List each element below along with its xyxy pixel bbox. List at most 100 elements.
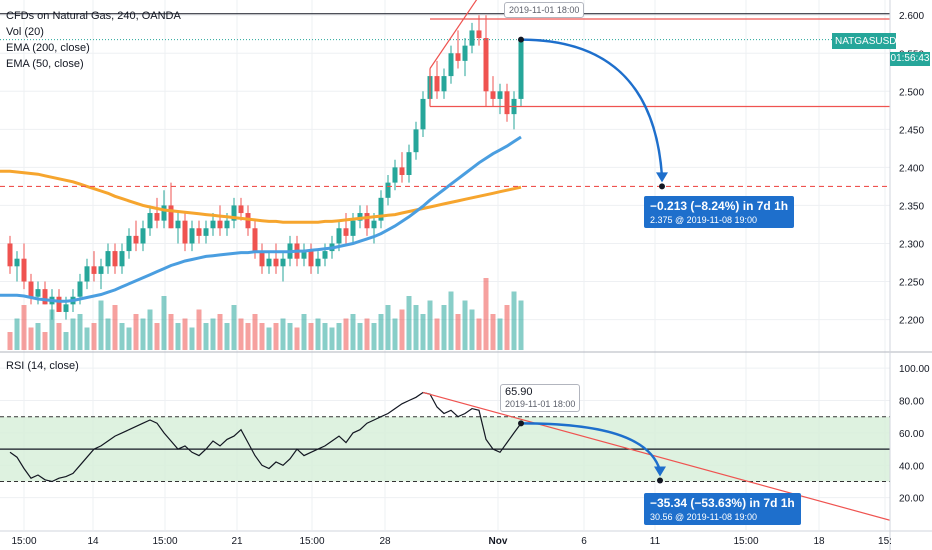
candle-body bbox=[56, 296, 62, 312]
time-tick-label: 15:00 bbox=[733, 536, 758, 547]
candle-body bbox=[231, 205, 237, 221]
ema50-legend[interactable]: EMA (50, close) bbox=[6, 58, 84, 70]
volume-bar bbox=[336, 323, 342, 350]
time-tick-label: 18 bbox=[813, 536, 825, 547]
candle-body bbox=[420, 98, 426, 130]
candle-body bbox=[133, 235, 139, 244]
rsi-projection-change: −35.34 (−53.63%) in 7d 1h bbox=[650, 496, 795, 510]
volume-bar bbox=[371, 323, 377, 350]
rsi-tooltip-time: 2019-11-01 18:00 bbox=[505, 399, 576, 409]
volume-bar bbox=[504, 305, 510, 350]
time-tick-label: 15:00 bbox=[299, 536, 324, 547]
rsi-projection-start bbox=[518, 420, 524, 427]
rsi-projection-target: 30.56 @ 2019-11-08 19:00 bbox=[650, 512, 758, 522]
candle-body bbox=[119, 251, 125, 267]
price-tick-label: 2.500 bbox=[899, 87, 924, 98]
volume-bar bbox=[112, 305, 118, 350]
volume-bar bbox=[21, 305, 27, 350]
volume-bar bbox=[343, 318, 349, 350]
rsi-tick-label: 40.00 bbox=[899, 461, 924, 472]
candle-body bbox=[364, 213, 370, 229]
ema50-line bbox=[0, 135, 522, 303]
rsi-projection-arc bbox=[520, 422, 662, 471]
volume-bar bbox=[518, 300, 524, 350]
candle-body bbox=[378, 197, 384, 221]
candle-body bbox=[518, 39, 524, 99]
volume-bar bbox=[147, 309, 153, 350]
candle-body bbox=[224, 220, 230, 229]
volume-bar bbox=[490, 314, 496, 350]
candle-body bbox=[63, 304, 69, 312]
candle-body bbox=[392, 167, 398, 183]
volume-bar bbox=[350, 314, 356, 350]
volume-bar bbox=[105, 318, 111, 350]
volume-bar bbox=[98, 300, 104, 350]
price-tick-label: 2.350 bbox=[899, 201, 924, 212]
candle-body bbox=[35, 289, 41, 297]
rsi-projection-label[interactable]: −35.34 (−53.63%) in 7d 1h 30.56 @ 2019-1… bbox=[644, 493, 801, 525]
rsi-line bbox=[9, 391, 522, 483]
symbol-legend[interactable]: CFDs on Natural Gas, 240, OANDA bbox=[6, 10, 181, 22]
volume-legend[interactable]: Vol (20) bbox=[6, 26, 44, 38]
volume-bar bbox=[252, 314, 258, 350]
candle-body bbox=[28, 281, 34, 297]
candle-body bbox=[476, 30, 482, 39]
volume-bar bbox=[231, 305, 237, 350]
volume-bar bbox=[462, 300, 468, 350]
price-tick-label: 2.600 bbox=[899, 11, 924, 22]
price-tick-label: 2.200 bbox=[899, 316, 924, 327]
ticker-price: 2.568 bbox=[896, 35, 922, 47]
rsi-pane bbox=[0, 351, 932, 521]
ema200-line bbox=[0, 169, 522, 224]
candle-body bbox=[98, 266, 104, 274]
volume-bar bbox=[56, 323, 62, 350]
candle-body bbox=[301, 251, 307, 259]
candle-body bbox=[448, 53, 454, 77]
candle-body bbox=[385, 182, 391, 198]
volume-bar bbox=[224, 323, 230, 350]
ema200-legend[interactable]: EMA (200, close) bbox=[6, 42, 90, 54]
time-tick-label: 21 bbox=[231, 536, 243, 547]
candle-body bbox=[462, 45, 468, 61]
rsi-tooltip-value: 65.90 bbox=[505, 386, 533, 398]
volume-bar bbox=[161, 296, 167, 350]
price-tick-label: 2.300 bbox=[899, 239, 924, 250]
candle-body bbox=[469, 30, 475, 46]
top-tooltip-time: 2019-11-01 18:00 bbox=[509, 5, 580, 15]
volume-bar bbox=[413, 305, 419, 350]
price-tick-label: 2.400 bbox=[899, 163, 924, 174]
rsi-legend[interactable]: RSI (14, close) bbox=[6, 360, 79, 372]
candle-body bbox=[154, 213, 160, 221]
candle-body bbox=[112, 251, 118, 267]
candle-body bbox=[217, 220, 223, 229]
volume-bar bbox=[14, 318, 20, 350]
volume-bar bbox=[448, 291, 454, 350]
volume-bar bbox=[399, 309, 405, 350]
time-tick-label: 6 bbox=[581, 536, 587, 547]
candle-body bbox=[168, 205, 174, 229]
candle-body bbox=[196, 228, 202, 236]
candle-body bbox=[147, 213, 153, 229]
time-tick-label: 11 bbox=[650, 536, 661, 547]
volume-bar bbox=[140, 318, 146, 350]
volume-bar bbox=[273, 323, 279, 350]
volume-bar bbox=[259, 323, 265, 350]
volume-bar bbox=[154, 323, 160, 350]
price-projection-label[interactable]: −0.213 (−8.24%) in 7d 1h 2.375 @ 2019-11… bbox=[644, 196, 795, 228]
volume-bar bbox=[182, 318, 188, 350]
candle-body bbox=[434, 76, 440, 92]
top-time-tooltip: 2019-11-01 18:00 bbox=[504, 2, 585, 18]
volume-bar bbox=[441, 305, 447, 350]
volume-bar bbox=[196, 309, 202, 350]
candle-body bbox=[14, 258, 20, 267]
volume-bar bbox=[266, 327, 272, 350]
volume-bar bbox=[77, 314, 83, 350]
trend-line bbox=[429, 0, 478, 69]
time-tick-label: 28 bbox=[379, 536, 391, 547]
candle-body bbox=[336, 228, 342, 244]
volume-bar bbox=[469, 309, 475, 350]
candle-body bbox=[21, 258, 27, 282]
candle-body bbox=[441, 76, 447, 92]
